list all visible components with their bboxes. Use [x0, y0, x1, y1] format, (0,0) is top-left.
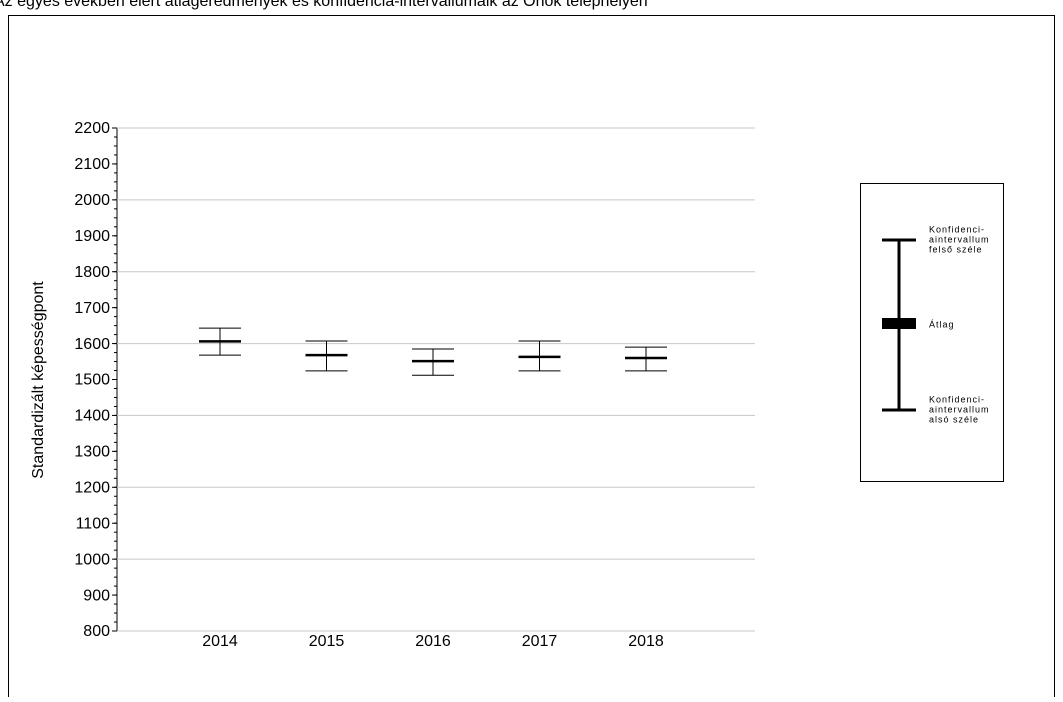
legend-text: alsó széle — [929, 414, 979, 424]
y-tick-label: 1500 — [74, 372, 110, 389]
y-tick-label: 1600 — [74, 336, 110, 353]
x-tick-label: 2016 — [415, 633, 451, 650]
y-tick-label: 1900 — [74, 228, 110, 245]
legend-glyph — [882, 238, 916, 412]
legend-box — [860, 183, 1004, 482]
y-tick-label: 2200 — [74, 120, 110, 137]
legend-text: Konfidenci- — [929, 224, 985, 234]
y-tick-label: 800 — [83, 623, 110, 640]
y-tick-label: 1700 — [74, 300, 110, 317]
legend-text: felső széle — [929, 244, 983, 254]
y-tick-label: 2000 — [74, 192, 110, 209]
x-tick-label: 2014 — [202, 633, 238, 650]
y-tick-label: 1800 — [74, 264, 110, 281]
y-tick-label: 2100 — [74, 156, 110, 173]
x-tick-label: 2017 — [522, 633, 558, 650]
y-tick-label: 1000 — [74, 551, 110, 568]
y-tick-label: 1400 — [74, 408, 110, 425]
x-tick-label: 2018 — [628, 633, 664, 650]
y-tick-label: 1300 — [74, 444, 110, 461]
legend-text: aintervallum — [929, 234, 990, 244]
y-tick-label: 1200 — [74, 480, 110, 497]
y-axis-label: Standardizált képességpont — [30, 281, 47, 479]
y-tick-label: 1100 — [76, 515, 111, 532]
legend-text: Átlag — [929, 319, 955, 329]
y-tick-label: 900 — [83, 587, 110, 604]
chart-title: Az egyes években elért átlageredmények é… — [0, 0, 648, 10]
legend-text: Konfidenci- — [929, 394, 985, 404]
x-tick-label: 2015 — [309, 633, 345, 650]
frame — [8, 15, 1055, 702]
legend-text: aintervallum — [929, 404, 990, 414]
